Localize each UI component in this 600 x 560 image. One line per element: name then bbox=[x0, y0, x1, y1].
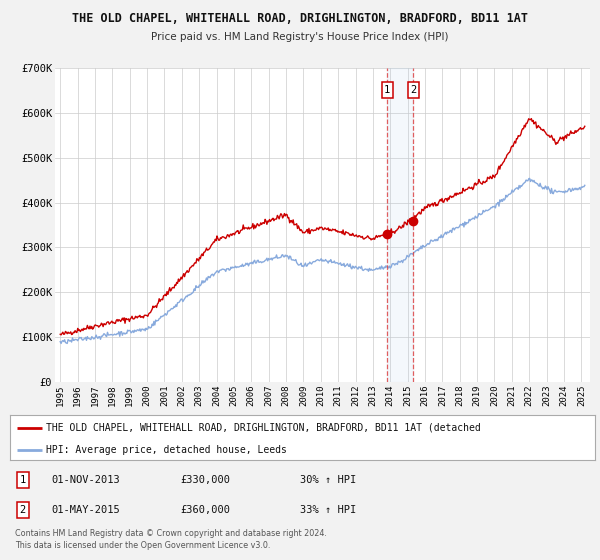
Text: 01-NOV-2013: 01-NOV-2013 bbox=[51, 475, 120, 485]
Text: 30% ↑ HPI: 30% ↑ HPI bbox=[300, 475, 356, 485]
Text: HPI: Average price, detached house, Leeds: HPI: Average price, detached house, Leed… bbox=[46, 445, 287, 455]
Text: 2: 2 bbox=[20, 505, 26, 515]
Text: THE OLD CHAPEL, WHITEHALL ROAD, DRIGHLINGTON, BRADFORD, BD11 1AT: THE OLD CHAPEL, WHITEHALL ROAD, DRIGHLIN… bbox=[72, 12, 528, 25]
Text: 2: 2 bbox=[410, 85, 416, 95]
Text: £330,000: £330,000 bbox=[180, 475, 230, 485]
Bar bbox=[388, 68, 413, 382]
Text: 33% ↑ HPI: 33% ↑ HPI bbox=[300, 505, 356, 515]
Text: 1: 1 bbox=[384, 85, 391, 95]
Text: THE OLD CHAPEL, WHITEHALL ROAD, DRIGHLINGTON, BRADFORD, BD11 1AT (detached: THE OLD CHAPEL, WHITEHALL ROAD, DRIGHLIN… bbox=[46, 423, 481, 432]
Text: Price paid vs. HM Land Registry's House Price Index (HPI): Price paid vs. HM Land Registry's House … bbox=[151, 32, 449, 43]
Text: This data is licensed under the Open Government Licence v3.0.: This data is licensed under the Open Gov… bbox=[15, 541, 271, 550]
Text: Contains HM Land Registry data © Crown copyright and database right 2024.: Contains HM Land Registry data © Crown c… bbox=[15, 529, 327, 538]
Text: £360,000: £360,000 bbox=[180, 505, 230, 515]
Text: 1: 1 bbox=[20, 475, 26, 485]
Text: 01-MAY-2015: 01-MAY-2015 bbox=[51, 505, 120, 515]
